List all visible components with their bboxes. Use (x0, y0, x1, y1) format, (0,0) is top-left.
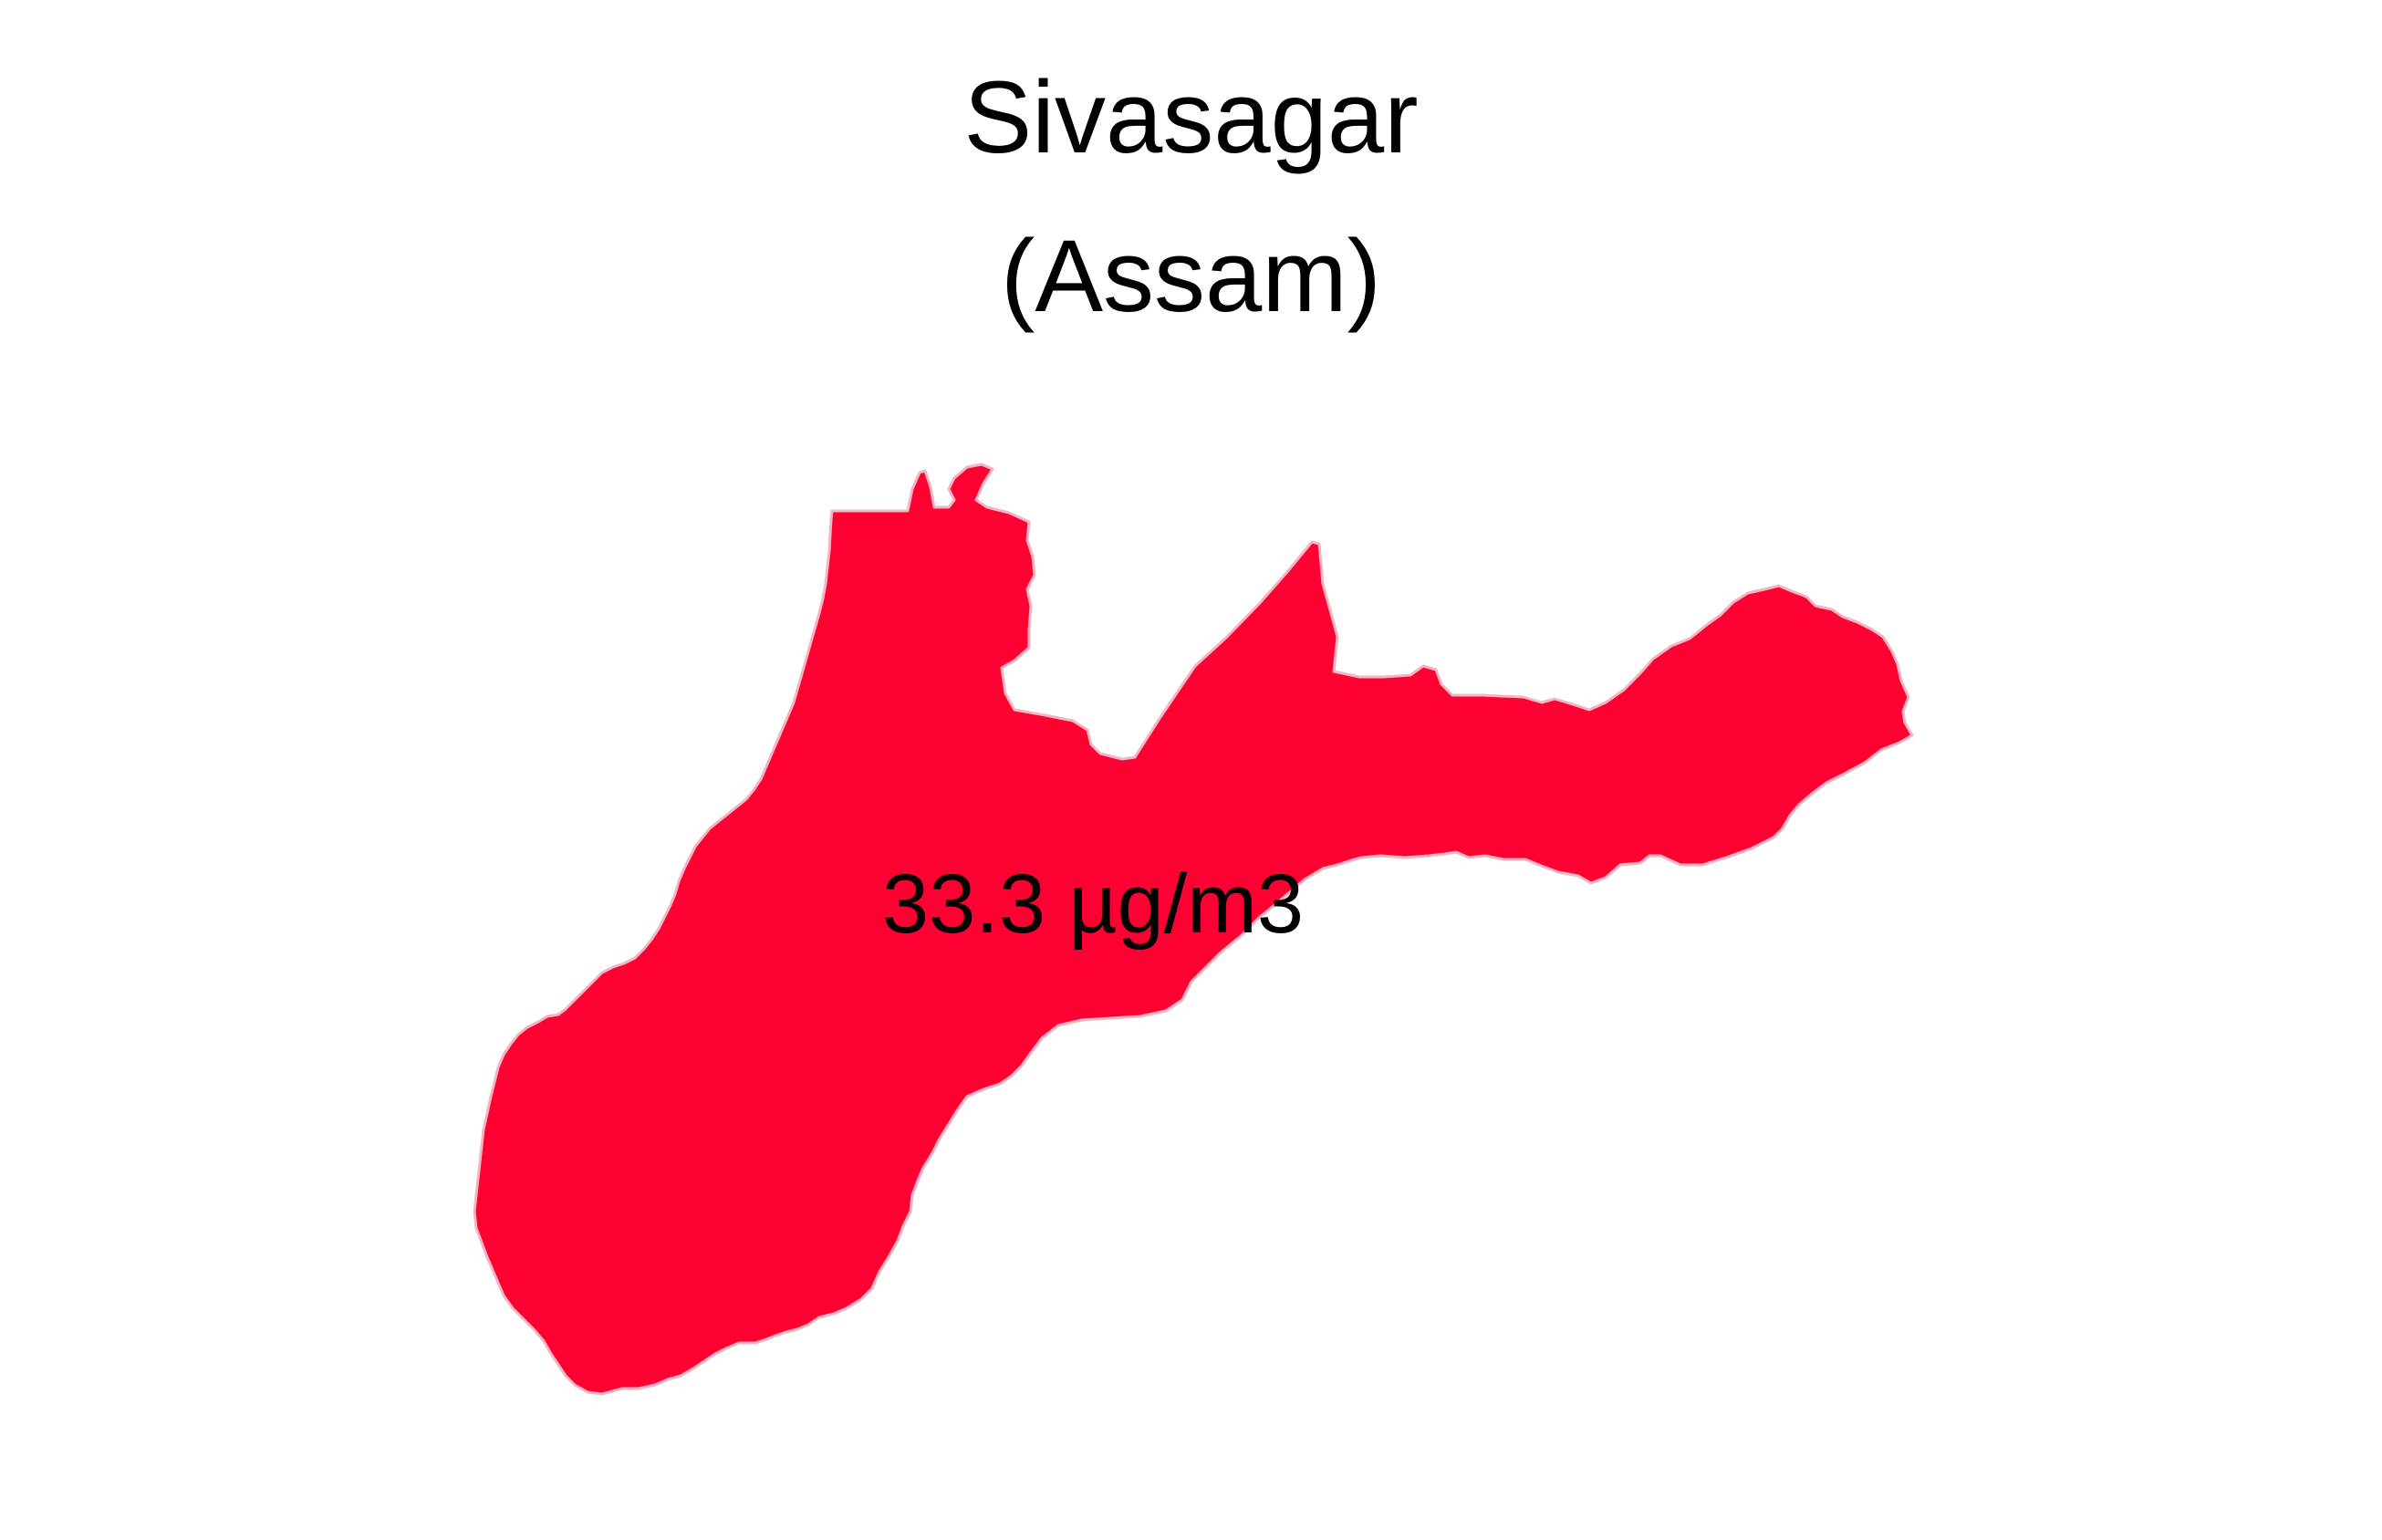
district-region-sivasagar (473, 463, 1914, 1396)
district-value-label: 33.3 µg/m3 (881, 858, 1305, 951)
map-subtitle: (Assam) (1001, 219, 1381, 333)
map-title-block: Sivasagar (Assam) (0, 38, 2382, 356)
map-title: Sivasagar (963, 60, 1419, 174)
